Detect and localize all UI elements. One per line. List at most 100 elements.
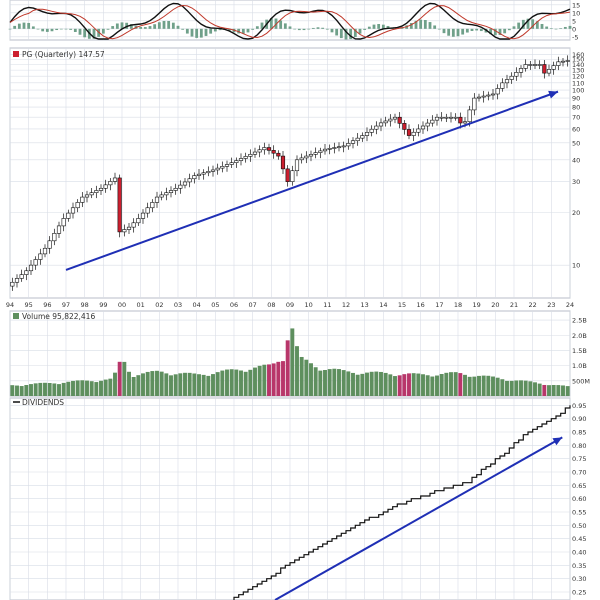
volume-bar — [197, 374, 201, 396]
candlestick — [444, 113, 449, 123]
candle-body — [313, 152, 318, 155]
candlestick — [406, 124, 412, 140]
candlestick — [360, 132, 365, 142]
candlestick — [229, 157, 234, 168]
candle-body — [495, 88, 500, 95]
histogram-bar — [442, 28, 446, 34]
candle-body — [103, 184, 108, 189]
candle-body — [406, 129, 412, 136]
volume-bar — [285, 340, 290, 396]
candle-body — [168, 190, 174, 193]
candlestick — [500, 78, 505, 92]
candlestick — [532, 59, 538, 69]
histogram-bar — [330, 28, 334, 33]
candlestick — [201, 169, 206, 180]
histogram-bar — [470, 28, 474, 31]
candle-body — [528, 64, 533, 66]
volume-bar — [402, 374, 407, 396]
candle-body — [14, 278, 20, 283]
volume-bar — [145, 371, 150, 396]
histogram-bar — [381, 24, 385, 29]
candle-body — [112, 177, 118, 182]
volume-bar — [528, 381, 533, 396]
volume-bar — [551, 384, 556, 396]
volume-bar — [463, 374, 467, 396]
candle-body — [248, 153, 253, 157]
histogram-bar — [316, 27, 320, 29]
macd-line — [9, 2, 571, 40]
candlestick — [481, 90, 486, 103]
volume-bar — [430, 376, 435, 396]
volume-bar — [117, 361, 122, 396]
histogram-bar — [465, 28, 469, 33]
volume-bar — [169, 375, 173, 396]
x-tick-label: 06 — [230, 301, 238, 309]
volume-bar — [234, 369, 239, 396]
candle-body — [75, 202, 80, 209]
volume-bar — [33, 383, 38, 396]
candlestick — [19, 269, 24, 282]
candle-body — [117, 177, 122, 233]
price-tick-label: 70 — [572, 114, 580, 122]
x-tick-label: 22 — [529, 301, 537, 309]
dividend-tick-label: 0.75 — [572, 455, 586, 463]
x-tick-label: 98 — [81, 301, 89, 309]
price-tick-label: 30 — [572, 178, 580, 186]
price-panel: 102030405060708090100110120130140150160 … — [9, 47, 584, 299]
candle-body — [66, 212, 71, 219]
candlestick — [70, 202, 76, 219]
candle-body — [500, 82, 505, 89]
volume-tick-label: 500M — [572, 377, 590, 385]
candle-body — [514, 72, 519, 77]
candle-body — [458, 116, 463, 124]
histogram-bar — [283, 23, 287, 29]
volume-tick-label: 1.5B — [572, 347, 587, 355]
x-tick-label: 08 — [267, 301, 275, 309]
histogram-bar — [279, 20, 283, 29]
candle-body — [19, 274, 24, 279]
candlestick — [490, 89, 496, 100]
candlestick — [290, 165, 295, 186]
dividend-tick-label: 0.65 — [572, 482, 586, 490]
histogram-bar — [106, 28, 110, 30]
volume-bar — [248, 369, 253, 396]
dividend-trendline-arrowhead — [552, 437, 563, 446]
price-tick-label: 110 — [572, 79, 584, 87]
candle-body — [56, 225, 62, 234]
candlestick — [215, 163, 220, 175]
candle-body — [388, 118, 393, 122]
x-tick-label: 18 — [454, 301, 462, 309]
histogram-bar — [92, 28, 96, 39]
histogram-bar — [83, 28, 87, 38]
histogram-bar — [129, 24, 133, 29]
dividend-tick-label: 0.95 — [572, 402, 586, 410]
x-tick-label: 00 — [118, 301, 126, 309]
histogram-bar — [218, 28, 222, 31]
x-tick-label: 94 — [6, 301, 14, 309]
histogram-bar — [97, 28, 101, 37]
volume-bar — [360, 373, 365, 396]
candlestick — [397, 112, 402, 129]
candle-body — [425, 122, 430, 127]
x-tick-label: 13 — [361, 301, 369, 309]
histogram-bar — [167, 21, 171, 29]
candlestick — [187, 173, 192, 188]
histogram-bar — [41, 28, 45, 32]
price-tick-label: 20 — [572, 209, 580, 217]
volume-tick-label: 2.5B — [572, 317, 587, 325]
volume-bar — [155, 370, 159, 396]
histogram-bar — [335, 28, 339, 36]
histogram-bar — [517, 22, 521, 29]
x-tick-label: 17 — [435, 301, 443, 309]
histogram-bar — [22, 22, 26, 29]
candle-body — [462, 121, 468, 124]
histogram-bar — [297, 28, 301, 31]
candle-body — [537, 64, 542, 66]
histogram-bar — [540, 23, 544, 29]
dividend-tick-label: 0.85 — [572, 429, 586, 437]
candlestick — [346, 138, 351, 150]
x-tick-label: 96 — [43, 301, 51, 309]
candle-body — [89, 192, 94, 196]
dividend-tick-label: 0.90 — [572, 415, 586, 423]
histogram-bar — [227, 28, 231, 31]
